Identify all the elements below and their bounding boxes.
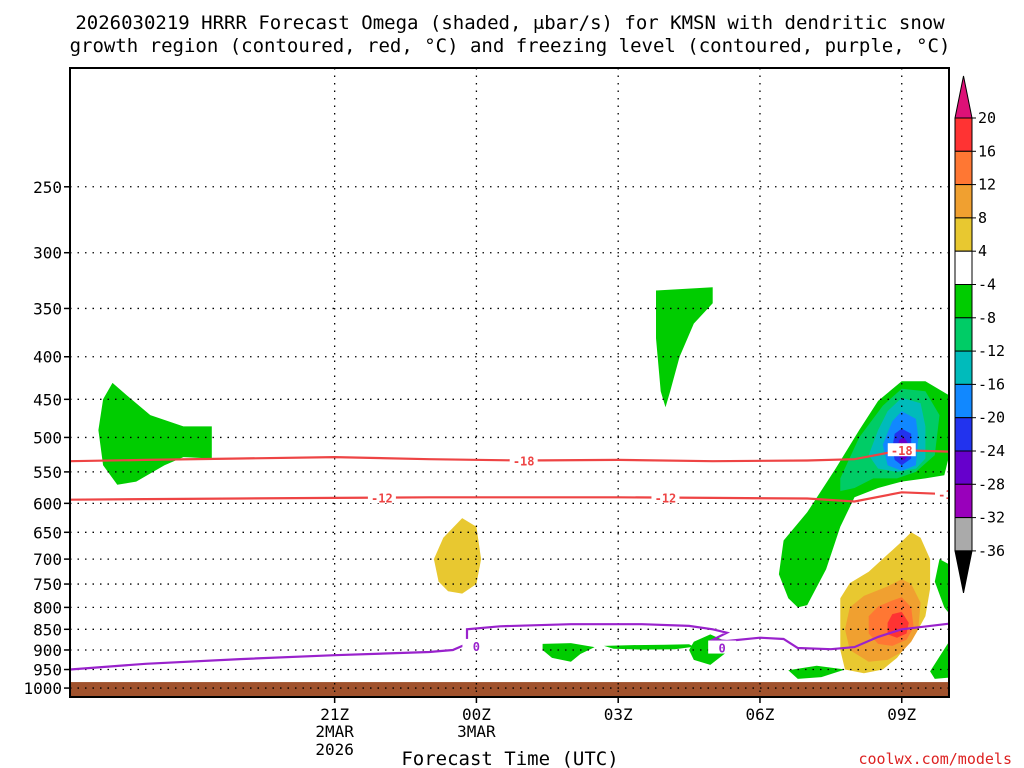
chart-title-line-1: 2026030219 HRRR Forecast Omega (shaded, … bbox=[75, 12, 945, 34]
y-tick-label: 450 bbox=[33, 390, 62, 409]
colorbar-bin bbox=[954, 383, 973, 419]
colorbar-label: -28 bbox=[978, 475, 1005, 493]
colorbar-bin bbox=[954, 150, 973, 186]
omega-region-2 bbox=[973, 217, 1016, 318]
chart-title-line-2: growth region (contoured, red, °C) and f… bbox=[70, 35, 951, 57]
colorbar-label: -20 bbox=[978, 409, 1005, 427]
dendritic-contour-label-bg bbox=[367, 490, 396, 504]
y-tick-label: 500 bbox=[33, 428, 62, 447]
dendritic-contour--12 bbox=[70, 491, 949, 503]
colorbar-label: 4 bbox=[978, 242, 987, 260]
colorbar-bin bbox=[954, 417, 973, 452]
colorbar-bin bbox=[954, 184, 973, 219]
colorbar-bin bbox=[954, 317, 973, 352]
dendritic-contour-label-bg bbox=[935, 487, 949, 501]
y-tick-label: 700 bbox=[33, 550, 62, 569]
dendritic-contour-label-bg bbox=[651, 490, 680, 504]
omega-region-14 bbox=[930, 559, 949, 679]
omega-region-15 bbox=[959, 621, 1024, 676]
y-tick-label: 950 bbox=[33, 661, 62, 680]
dendritic-contour-label: -12 bbox=[371, 491, 393, 505]
omega-region-18 bbox=[542, 643, 595, 662]
y-tick-label: 650 bbox=[33, 523, 62, 542]
contours: -18 -12 -18 -12 -12 0 0 bbox=[70, 443, 960, 671]
dendritic-contour-label: -12 bbox=[655, 491, 677, 505]
credit-link[interactable]: coolwx.com/models bbox=[858, 750, 1012, 768]
y-tick-label: 800 bbox=[33, 598, 62, 617]
y-tick-label: 750 bbox=[33, 575, 62, 594]
y-tick-label: 400 bbox=[33, 348, 62, 367]
dendritic-contour-label-bg bbox=[887, 443, 916, 457]
colorbar-bin bbox=[954, 284, 973, 319]
colorbar-bin bbox=[954, 483, 973, 519]
dendritic-contour-label: -12 bbox=[938, 488, 960, 502]
ground-fill bbox=[70, 682, 949, 697]
dendritic-contour-label-bg bbox=[509, 453, 538, 467]
colorbar-bin bbox=[954, 517, 973, 552]
dendritic-contour-label: -18 bbox=[891, 444, 913, 458]
freezing-level-label: 0 bbox=[719, 642, 726, 656]
dendritic-contour--18 bbox=[70, 449, 949, 463]
colorbar-label: 16 bbox=[978, 142, 996, 160]
omega-region-16 bbox=[982, 415, 1024, 515]
omega-region-22 bbox=[1015, 684, 1024, 687]
x-tick-label: 06Z bbox=[746, 705, 775, 724]
x-tick-sublabel: 3MAR bbox=[457, 722, 496, 741]
colorbar-bottom-arrow bbox=[954, 550, 973, 593]
freezing-level-contour bbox=[70, 622, 949, 671]
colorbar-label: 8 bbox=[978, 209, 987, 227]
ground-below-surface bbox=[70, 682, 949, 697]
omega-shading bbox=[98, 217, 1024, 687]
freezing-level-label-bg bbox=[708, 640, 737, 654]
x-tick-label: 03Z bbox=[604, 705, 633, 724]
x-tick-label: 00Z bbox=[462, 705, 491, 724]
y-tick-label: 300 bbox=[33, 244, 62, 263]
colorbar-label: -16 bbox=[978, 375, 1005, 393]
y-tick-label: 600 bbox=[33, 494, 62, 513]
y-tick-label: 850 bbox=[33, 620, 62, 639]
colorbar-label: -8 bbox=[978, 309, 996, 327]
colorbar-bin bbox=[954, 250, 973, 285]
omega-region-21 bbox=[788, 665, 845, 679]
omega-region-1 bbox=[656, 287, 713, 408]
colorbar-bin bbox=[954, 350, 973, 385]
y-tick-label: 900 bbox=[33, 641, 62, 660]
x-tick-sublabel: 2026 bbox=[315, 740, 354, 759]
colorbar-label: 12 bbox=[978, 176, 996, 194]
colorbar-label: -24 bbox=[978, 442, 1005, 460]
colorbar-bin bbox=[954, 450, 973, 485]
colorbar-label: 20 bbox=[978, 109, 996, 127]
colorbar-label: -36 bbox=[978, 542, 1005, 560]
colorbar-bin bbox=[954, 117, 973, 152]
x-axis: 21Z2MAR202600Z3MAR03Z06Z09Z12Z bbox=[315, 697, 917, 759]
omega-region-0 bbox=[98, 382, 212, 485]
dendritic-contour-label: -18 bbox=[513, 455, 535, 469]
y-tick-label: 1000 bbox=[23, 679, 62, 698]
colorbar-label: -4 bbox=[978, 276, 996, 294]
y-tick-label: 250 bbox=[33, 178, 62, 197]
x-tick-label: 21Z bbox=[320, 705, 349, 724]
x-tick-label: 09Z bbox=[887, 705, 916, 724]
x-tick-sublabel: 2MAR bbox=[315, 722, 354, 741]
colorbar-bin bbox=[954, 217, 973, 252]
colorbar-label: -32 bbox=[978, 509, 1005, 527]
freezing-level-label-bg bbox=[462, 638, 491, 652]
y-tick-label: 350 bbox=[33, 299, 62, 318]
omega-region-9 bbox=[433, 518, 482, 594]
x-axis-title: Forecast Time (UTC) bbox=[401, 748, 618, 768]
plot-frame bbox=[69, 67, 950, 698]
colorbar: 20 16 12 8 4 -4 -8 -12 -16 -20 -24 -28 -32 -36 bbox=[954, 75, 1005, 593]
colorbar-top-arrow bbox=[954, 75, 973, 119]
colorbar-label: -12 bbox=[978, 342, 1005, 360]
y-axis: 250 300 350 400 450 500 550 600 650 700 750 800 850 9… bbox=[23, 178, 70, 698]
freezing-level-label: 0 bbox=[473, 640, 480, 654]
omega-region-19 bbox=[604, 644, 694, 650]
y-tick-label: 550 bbox=[33, 463, 62, 482]
